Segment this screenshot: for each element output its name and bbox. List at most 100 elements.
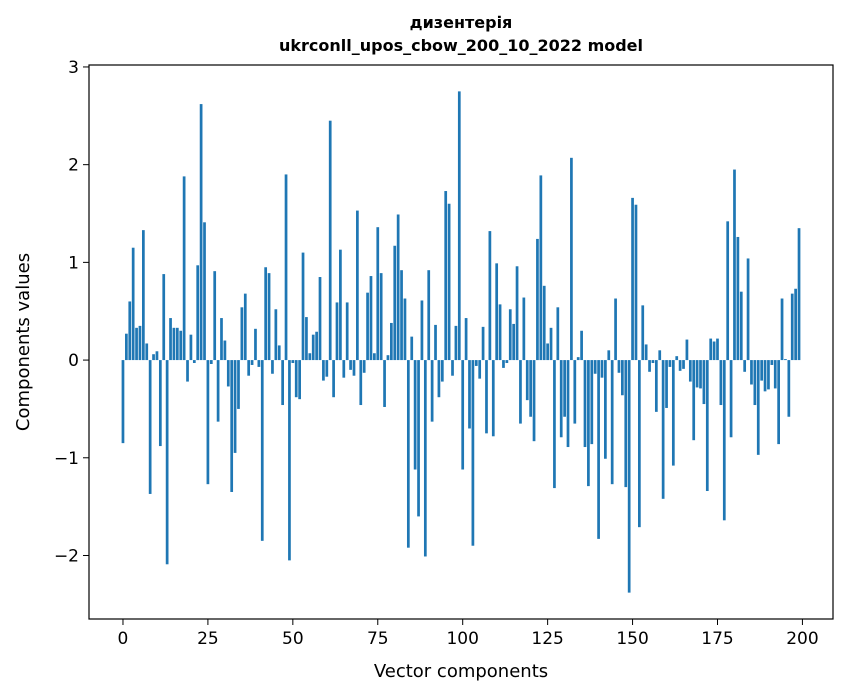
bar-9	[152, 354, 155, 361]
bar-87	[417, 360, 420, 517]
bar-89	[423, 360, 427, 557]
bar-189	[763, 360, 767, 392]
bar-161	[668, 360, 672, 367]
bar-120	[529, 360, 532, 417]
x-tick-label-25: 25	[197, 629, 219, 649]
bar-192	[773, 360, 777, 389]
bar-176	[719, 360, 723, 406]
bar-57	[315, 331, 318, 361]
bar-180	[733, 169, 736, 361]
bar-90	[427, 270, 431, 361]
bar-88	[420, 300, 424, 361]
bar-69	[356, 210, 359, 361]
bar-104	[474, 360, 478, 366]
x-axis-label: Vector components	[374, 661, 548, 682]
bar-82	[400, 270, 403, 361]
bar-170	[699, 360, 702, 389]
bar-14	[169, 318, 172, 361]
y-tick-label-1: 1	[68, 253, 79, 273]
bar-16	[175, 327, 179, 361]
bar-1	[125, 333, 128, 361]
bar-115	[512, 323, 516, 361]
bar-33	[233, 360, 237, 453]
bar-174	[712, 341, 716, 361]
bar-107	[485, 360, 488, 434]
bar-79	[390, 322, 393, 361]
bar-193	[777, 360, 780, 445]
bar-177	[722, 360, 726, 521]
bar-198	[794, 288, 797, 361]
bar-191	[770, 360, 774, 365]
bar-151	[634, 204, 638, 361]
bar-163	[675, 356, 679, 361]
bar-92	[434, 324, 437, 361]
bar-53	[301, 252, 305, 361]
x-tick-label-200: 200	[786, 629, 818, 649]
bar-35	[240, 307, 244, 361]
bar-159	[661, 360, 665, 499]
bar-12	[162, 274, 166, 361]
bar-153	[641, 305, 645, 361]
bar-134	[576, 357, 580, 361]
bar-59	[322, 360, 325, 381]
bar-34	[237, 360, 240, 409]
bar-6	[142, 230, 145, 361]
x-tick-label-0: 0	[118, 629, 129, 649]
bar-148	[624, 360, 628, 488]
x-tick-label-100: 100	[446, 629, 478, 649]
bar-21	[192, 360, 196, 364]
bar-70	[359, 360, 363, 406]
bar-95	[444, 191, 448, 361]
bar-5	[138, 325, 142, 361]
bar-40	[257, 360, 261, 367]
bar-135	[580, 330, 583, 361]
bar-146	[617, 360, 621, 373]
bar-85	[410, 336, 414, 361]
bar-145	[614, 298, 617, 361]
bar-0	[121, 360, 125, 444]
bar-48	[284, 174, 288, 361]
bar-194	[780, 298, 784, 361]
bar-101	[464, 318, 468, 361]
x-tick-label-75: 75	[367, 629, 389, 649]
bar-140	[597, 360, 600, 539]
bar-38	[250, 360, 254, 365]
bar-178	[726, 221, 730, 361]
bar-78	[386, 355, 390, 361]
bar-24	[203, 222, 206, 361]
bar-97	[451, 360, 454, 376]
bar-28	[216, 360, 220, 422]
y-tick-label-2: 2	[68, 156, 79, 176]
x-axis-ticks: 0 25 50 75 100 125 150 175 200	[118, 619, 819, 649]
bar-128	[556, 307, 560, 361]
bar-61	[328, 120, 332, 361]
bar-113	[505, 360, 509, 364]
bar-75	[376, 227, 380, 361]
x-tick-label-50: 50	[282, 629, 304, 649]
bar-126	[549, 327, 553, 361]
bar-136	[583, 360, 587, 448]
y-tick-label--2: −2	[54, 546, 79, 566]
bar-171	[702, 360, 706, 405]
bar-31	[226, 360, 230, 387]
bar-172	[705, 360, 709, 492]
chart-title-line1: дизентерія	[410, 13, 513, 32]
bar-39	[254, 328, 257, 361]
bar-139	[593, 360, 597, 374]
bar-44	[271, 360, 274, 374]
bar-155	[648, 360, 651, 372]
bar-10	[155, 351, 159, 361]
bar-188	[760, 360, 764, 381]
bar-29	[220, 318, 223, 361]
bar-181	[736, 236, 740, 361]
x-tick-label-175: 175	[701, 629, 733, 649]
bar-45	[274, 309, 278, 361]
bar-13	[165, 360, 169, 565]
bar-103	[471, 360, 475, 546]
bar-80	[393, 245, 397, 361]
bar-168	[692, 360, 696, 441]
bar-131	[566, 360, 570, 448]
bar-60	[325, 360, 329, 377]
bar-62	[332, 360, 335, 398]
